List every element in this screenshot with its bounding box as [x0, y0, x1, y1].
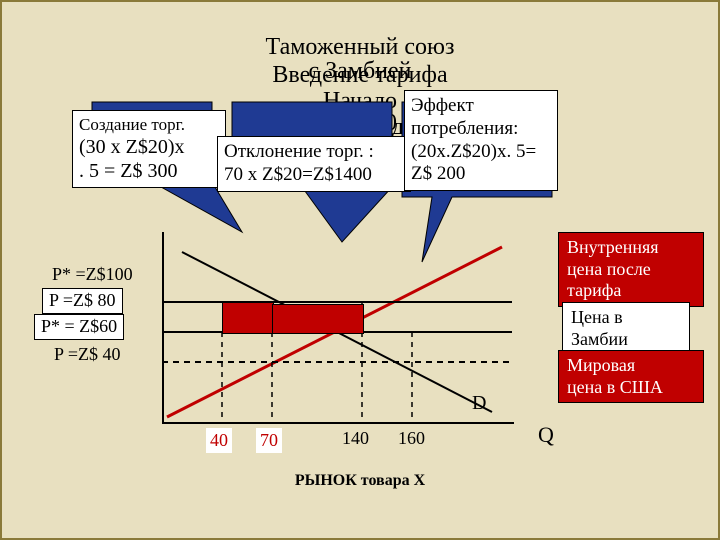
slide: Таможенный союз Введение тарифа с Замбие… — [0, 0, 720, 540]
footer-label: РЫНОК товара Х — [2, 472, 718, 490]
callout-left-l2: (30 x Z$20)x — [79, 136, 185, 158]
callout-right-l1: Эффект — [411, 95, 474, 116]
callout-right-l2: потребления: — [411, 118, 518, 139]
title-line-2: с Замбией — [2, 58, 718, 85]
rightbox-1-l2: цена после — [567, 259, 651, 279]
callout-right-l3: (20x.Z$20)x. 5= — [411, 141, 536, 162]
callout-left: Создание торг. (30 x Z$20)x . 5 = Z$ 300 — [72, 110, 226, 188]
xlab-140: 140 — [342, 428, 369, 449]
price-p40: P =Z$ 40 — [54, 344, 121, 365]
red-area-2 — [272, 304, 364, 334]
demand-label: D — [472, 392, 486, 415]
callout-right: Эффект потребления: (20x.Z$20)x. 5= Z$ 2… — [404, 90, 558, 191]
callout-left-l1: Создание торг. — [79, 115, 185, 134]
rightbox-2: Цена в Замбии — [562, 302, 690, 355]
callout-mid: Отклонение торг. : 70 x Z$20=Z$1400 — [217, 136, 411, 192]
rightbox-3: Мировая цена в США — [558, 350, 704, 403]
callout-mid-l2: 70 x Z$20=Z$1400 — [224, 164, 372, 185]
xlab-160: 160 — [398, 428, 425, 449]
rightbox-2-l2: Замбии — [571, 329, 628, 349]
rightbox-3-l1: Мировая — [567, 355, 635, 375]
rightbox-3-l2: цена в США — [567, 377, 663, 397]
price-p80: P =Z$ 80 — [49, 290, 116, 310]
price-p60: P* = Z$60 — [41, 316, 117, 336]
callout-left-l3: . 5 = Z$ 300 — [79, 160, 178, 182]
rightbox-1: Внутренняя цена после тарифа — [558, 232, 704, 307]
q-label: Q — [538, 422, 554, 448]
rightbox-1-l1: Внутренняя — [567, 237, 659, 257]
callout-mid-l1: Отклонение торг. : — [224, 141, 374, 162]
price-p100: P* =Z$100 — [52, 264, 133, 285]
rightbox-2-l1: Цена в — [571, 307, 623, 327]
price-p80-box: P =Z$ 80 — [42, 288, 123, 314]
rightbox-1-l3: тарифа — [567, 280, 621, 300]
chart: D 40 70 140 160 — [162, 232, 542, 422]
title-line-1: Таможенный союз — [2, 34, 718, 61]
xlab-40: 40 — [206, 428, 232, 453]
price-p60-box: P* = Z$60 — [34, 314, 124, 340]
callout-right-l4: Z$ 200 — [411, 163, 465, 184]
xlab-70: 70 — [256, 428, 282, 453]
red-area-1 — [222, 302, 274, 334]
